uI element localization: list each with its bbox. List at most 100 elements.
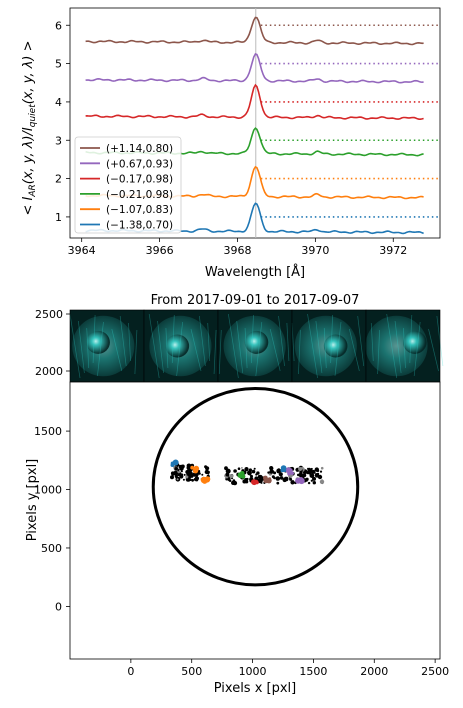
region-speck bbox=[192, 473, 195, 475]
cluster-point-1 bbox=[172, 459, 179, 466]
spectra-ytick-label: 6 bbox=[55, 19, 62, 32]
region-speck bbox=[309, 473, 315, 478]
region-speck bbox=[186, 469, 192, 475]
region-speck bbox=[320, 466, 324, 470]
region-speck bbox=[276, 481, 280, 485]
region-speck bbox=[271, 475, 275, 479]
legend-label-1: (+1.14,0.80) bbox=[106, 143, 173, 155]
region-speck bbox=[312, 481, 316, 485]
region-speck bbox=[185, 475, 189, 479]
region-speck bbox=[181, 464, 185, 469]
region-speck bbox=[233, 469, 237, 473]
region-speck bbox=[194, 472, 199, 477]
region-speck bbox=[183, 473, 186, 476]
spectra-chart: 3964 3966 3968 3970 3972 1 2 3 4 5 6 Wavelength [… bbox=[21, 7, 441, 280]
disk-ytick-label: 1500 bbox=[34, 425, 62, 438]
region-speck bbox=[194, 476, 199, 481]
solar-ytick-2500: 2500 bbox=[35, 308, 63, 321]
legend-label-4: (−0.21,0.98) bbox=[106, 189, 173, 201]
region-speck bbox=[310, 467, 313, 470]
region-speck bbox=[251, 469, 256, 474]
disk-map-chart: 0 500 1000 1500 2000 2500 0 500 1000 1500 Pixels… bbox=[25, 381, 449, 696]
spectra-xtick-label: 3972 bbox=[379, 244, 407, 257]
region-speck bbox=[228, 479, 231, 482]
region-speck bbox=[225, 468, 231, 474]
region-speck bbox=[191, 478, 195, 482]
region-speck bbox=[284, 477, 289, 482]
region-speck bbox=[198, 472, 201, 475]
disk-xtick-label: 1500 bbox=[299, 665, 327, 678]
spectrum-line-3 bbox=[85, 83, 424, 120]
disk-y-axis-label: Pixels y [pxl] bbox=[25, 459, 40, 542]
region-speck bbox=[306, 480, 308, 482]
region-speck bbox=[321, 479, 324, 482]
region-speck bbox=[180, 473, 184, 477]
region-speck bbox=[186, 463, 192, 469]
region-speck bbox=[170, 475, 174, 480]
region-speck bbox=[174, 467, 178, 471]
region-speck bbox=[204, 465, 208, 469]
spectra-x-axis-label: Wavelength [Å] bbox=[205, 264, 305, 280]
region-speck bbox=[177, 474, 180, 477]
region-speck bbox=[290, 480, 295, 485]
region-speck bbox=[254, 476, 259, 481]
region-speck bbox=[307, 481, 311, 485]
disk-x-axis-label: Pixels x [pxl] bbox=[214, 681, 297, 696]
region-speck bbox=[250, 474, 253, 478]
cluster-point-2 bbox=[202, 478, 208, 484]
legend-label-6: (−1.38,0.70) bbox=[106, 220, 173, 232]
spectra-ytick-label: 2 bbox=[55, 173, 62, 186]
cluster-point-7 bbox=[295, 477, 302, 484]
region-speck bbox=[278, 472, 283, 477]
region-speck bbox=[270, 467, 274, 471]
disk-ytick-label: 0 bbox=[55, 600, 62, 613]
region-speck bbox=[305, 477, 309, 481]
spectra-xtick-label: 3966 bbox=[146, 244, 174, 257]
region-speck bbox=[244, 467, 249, 472]
region-speck bbox=[307, 469, 312, 475]
cluster-point-9 bbox=[280, 468, 285, 473]
region-speck bbox=[317, 472, 320, 475]
legend-label-3: (−0.17,0.98) bbox=[106, 174, 173, 186]
region-speck bbox=[319, 470, 323, 473]
cluster-point-4 bbox=[254, 479, 259, 484]
region-speck bbox=[180, 470, 183, 473]
region-speck bbox=[174, 474, 178, 478]
region-speck bbox=[225, 478, 228, 481]
region-speck bbox=[201, 473, 204, 476]
region-speck bbox=[182, 478, 185, 481]
spectra-xtick-label: 3964 bbox=[68, 244, 96, 257]
spectra-ytick-label: 1 bbox=[55, 211, 62, 224]
region-speck bbox=[253, 467, 256, 470]
spectrum-line-2 bbox=[85, 53, 424, 84]
disk-ytick-label: 500 bbox=[41, 542, 62, 555]
region-speck bbox=[269, 469, 274, 474]
region-speck bbox=[307, 467, 309, 470]
region-speck bbox=[315, 473, 317, 475]
region-speck bbox=[267, 471, 270, 474]
region-speck bbox=[277, 468, 281, 471]
spectra-legend: (+1.14,0.80) (+0.67,0.93) (−0.17,0.98) (−0.… bbox=[74, 136, 182, 234]
solar-strip-title: From 2017-09-01 to 2017-09-07 bbox=[151, 293, 360, 308]
region-speck bbox=[275, 476, 281, 481]
spectrum-line-1 bbox=[85, 16, 424, 46]
cluster-point-3 bbox=[190, 465, 195, 470]
region-speck bbox=[232, 479, 236, 482]
region-speck bbox=[312, 476, 316, 481]
spectra-xtick-label: 3970 bbox=[301, 244, 329, 257]
region-speck bbox=[177, 470, 181, 474]
region-speck bbox=[247, 470, 252, 475]
region-speck bbox=[314, 467, 319, 472]
spectra-ytick-label: 3 bbox=[55, 134, 62, 147]
region-speck bbox=[298, 467, 303, 471]
region-speck bbox=[176, 478, 179, 481]
region-speck bbox=[256, 471, 260, 475]
disk-xtick-label: 2500 bbox=[421, 665, 449, 678]
disk-axes-frame bbox=[69, 381, 441, 660]
region-speck bbox=[242, 479, 247, 484]
spectra-ytick-label: 5 bbox=[55, 58, 62, 71]
spectra-ytick-label: 4 bbox=[55, 96, 62, 109]
solar-image-strip: From 2017-09-01 to 2017-09-07 2500 2000 bbox=[35, 293, 444, 383]
region-speck bbox=[273, 471, 277, 475]
